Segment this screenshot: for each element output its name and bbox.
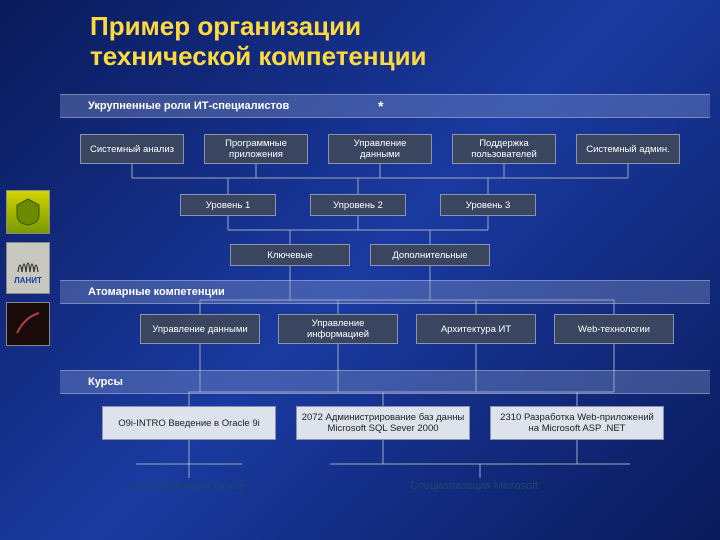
node-level3: Уровень 3 bbox=[440, 194, 536, 216]
spec-oracle-label: Специализация Oracle bbox=[130, 480, 246, 492]
node-user-support: Поддержка пользователей bbox=[452, 134, 556, 164]
title-line2: технической компетенции bbox=[90, 41, 427, 71]
node-software-apps: Программные приложения bbox=[204, 134, 308, 164]
sidebar-badges: ЛАНИТ bbox=[6, 190, 54, 354]
lanit-label: ЛАНИТ bbox=[14, 276, 42, 285]
dark-badge bbox=[6, 302, 50, 346]
node-it-arch: Архитектура ИТ bbox=[416, 314, 536, 344]
node-data-mgmt: Управление данными bbox=[328, 134, 432, 164]
band-courses-label: Курсы bbox=[88, 376, 123, 388]
band-atomic: Атомарные компетенции bbox=[60, 280, 710, 304]
node-system-analysis: Системный анализ bbox=[80, 134, 184, 164]
band-roles: Укрупненные роли ИТ-специалистов bbox=[60, 94, 710, 118]
band-roles-label: Укрупненные роли ИТ-специалистов bbox=[88, 100, 289, 112]
band-courses: Курсы bbox=[60, 370, 710, 394]
slide-title: Пример организации технической компетенц… bbox=[0, 0, 720, 72]
asterisk: * bbox=[378, 98, 383, 114]
node-sql-course: 2072 Администрирование баз данны Microso… bbox=[296, 406, 470, 440]
node-oracle-course: O9i-INTRO Введение в Oracle 9i bbox=[102, 406, 276, 440]
node-asp-course: 2310 Разработка Web-приложений на Micros… bbox=[490, 406, 664, 440]
org-diagram: Укрупненные роли ИТ-специалистов * Систе… bbox=[60, 94, 710, 514]
node-data-mgmt2: Управление данными bbox=[140, 314, 260, 344]
spec-ms-label: Специализация Microsoft bbox=[410, 480, 538, 492]
lanit-badge: ЛАНИТ bbox=[6, 242, 50, 294]
node-info-mgmt: Управление информацией bbox=[278, 314, 398, 344]
node-key: Ключевые bbox=[230, 244, 350, 266]
node-level1: Уровень 1 bbox=[180, 194, 276, 216]
node-level2: Упровень 2 bbox=[310, 194, 406, 216]
node-additional: Дополнительные bbox=[370, 244, 490, 266]
emblem-badge bbox=[6, 190, 50, 234]
band-atomic-label: Атомарные компетенции bbox=[88, 286, 225, 298]
title-line1: Пример организации bbox=[90, 11, 361, 41]
node-sysadmin: Системный админ. bbox=[576, 134, 680, 164]
node-web-tech: Web-технологии bbox=[554, 314, 674, 344]
